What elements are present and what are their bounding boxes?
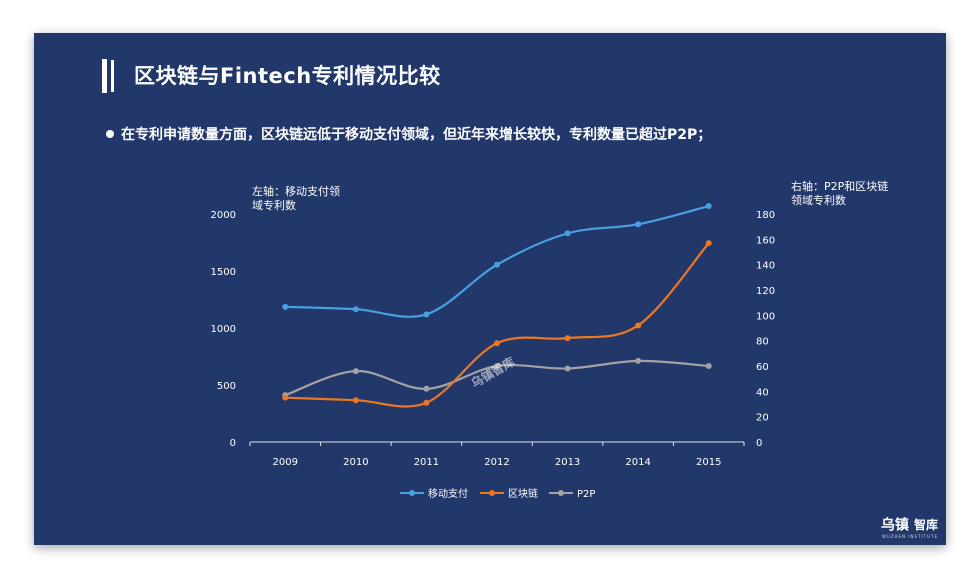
right-tick-label: 60	[756, 362, 769, 373]
data-point	[352, 368, 359, 375]
right-tick-label: 180	[756, 210, 775, 221]
right-axis-label: 右轴：P2P和区块链	[791, 179, 888, 193]
data-point	[564, 335, 571, 342]
x-tick-label: 2012	[484, 457, 509, 468]
right-tick-label: 100	[756, 311, 775, 322]
right-tick-label: 40	[756, 387, 769, 398]
left-tick-label: 500	[217, 381, 236, 392]
legend-marker	[409, 490, 415, 496]
data-point	[705, 240, 712, 247]
logo-name: 智库	[913, 517, 938, 532]
right-tick-label: 0	[756, 438, 762, 449]
data-point	[705, 203, 712, 210]
data-point	[282, 394, 289, 401]
legend-label: P2P	[577, 489, 595, 500]
series-line-mobile-payment	[285, 204, 709, 318]
right-tick-label: 20	[756, 413, 769, 424]
right-axis-label: 领域专利数	[791, 193, 846, 207]
x-tick-label: 2015	[696, 457, 721, 468]
data-point	[423, 399, 430, 406]
data-point	[635, 221, 642, 228]
left-axis-label: 左轴：移动支付领	[252, 184, 340, 198]
x-tick-label: 2013	[555, 457, 580, 468]
legend-label: 移动支付	[428, 487, 468, 500]
data-point	[635, 357, 642, 364]
legend-marker	[558, 490, 564, 496]
legend-marker	[489, 490, 495, 496]
right-tick-label: 140	[756, 261, 775, 272]
legend-label: 区块链	[508, 487, 538, 500]
bullet-text: 在专利申请数量方面，区块链远低于移动支付领域，但近年来增长较快，专利数量已超过P…	[121, 127, 712, 143]
patent-comparison-chart: 0 500 1000 1500 2000 0 20 40 60 80 100 120 140 160 18…	[211, 179, 889, 500]
data-point	[282, 303, 289, 310]
right-tick-label: 80	[756, 337, 769, 348]
x-tick-label: 2011	[414, 457, 439, 468]
x-tick-label: 2009	[273, 457, 298, 468]
x-tick-label: 2014	[625, 457, 650, 468]
data-point	[494, 363, 500, 369]
data-point	[423, 311, 430, 318]
data-point	[564, 365, 571, 372]
wuzhen-logo: 乌镇 智库 WUZHEN INSTITUTE	[880, 514, 938, 539]
logo-subtitle: WUZHEN INSTITUTE	[881, 534, 938, 539]
legend-item: P2P	[549, 489, 595, 500]
left-axis-label: 域专利数	[252, 198, 296, 212]
data-point	[494, 261, 500, 268]
logo-mark: 乌镇	[880, 517, 909, 533]
left-tick-label: 2000	[211, 210, 236, 221]
data-point	[635, 322, 642, 329]
bullet-icon	[106, 130, 114, 138]
title-accent-bar	[102, 59, 107, 93]
legend-item: 区块链	[480, 487, 538, 500]
left-tick-label: 1500	[211, 267, 236, 278]
data-point	[705, 363, 712, 369]
data-point	[352, 306, 359, 313]
right-tick-label: 160	[756, 235, 775, 246]
data-point	[564, 230, 571, 237]
slide: 区块链与Fintech专利情况比较 在专利申请数量方面，区块链远低于移动支付领域…	[34, 33, 946, 545]
data-point	[423, 385, 430, 392]
slide-title: 区块链与Fintech专利情况比较	[134, 64, 441, 88]
left-tick-label: 1000	[211, 324, 236, 335]
x-tick-label: 2010	[343, 457, 368, 468]
data-point	[352, 397, 359, 404]
legend-item: 移动支付	[400, 487, 468, 500]
right-tick-label: 120	[756, 286, 775, 297]
left-tick-label: 0	[230, 438, 236, 449]
data-point	[494, 340, 500, 347]
